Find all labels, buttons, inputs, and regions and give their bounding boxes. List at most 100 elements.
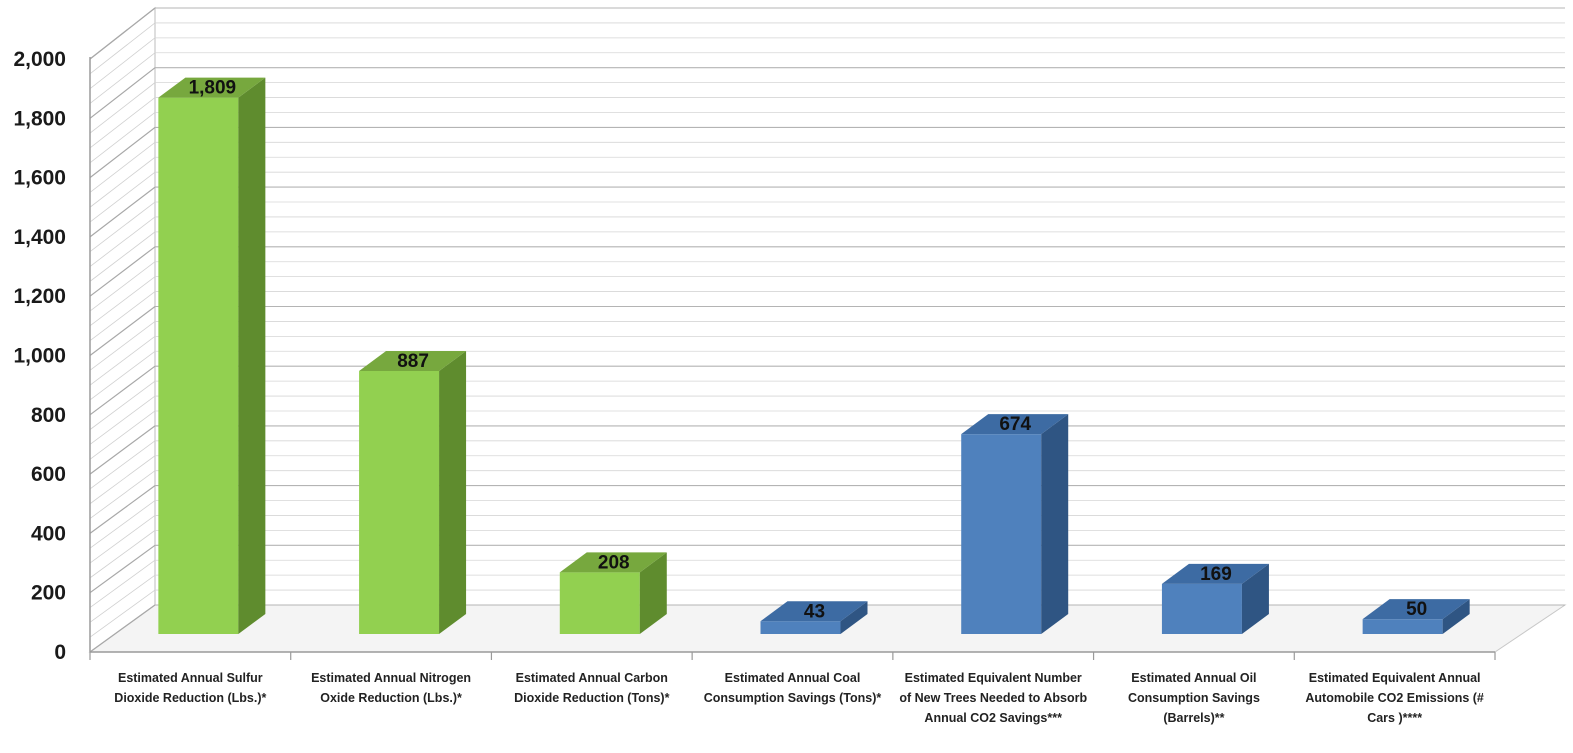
- gridline-depth: [89, 380, 156, 430]
- bar-top: [961, 414, 1069, 435]
- bar-top: [1362, 599, 1470, 620]
- gridline-depth: [89, 500, 156, 549]
- gridline-depth: [89, 589, 156, 638]
- gridline-depth: [89, 604, 156, 653]
- bars: [158, 77, 1470, 635]
- gridline-depth: [89, 201, 156, 253]
- x-tick-label: Estimated Annual Carbon Dioxide Reductio…: [514, 671, 670, 705]
- bar-top: [559, 552, 667, 573]
- gridline-depth: [89, 530, 156, 579]
- gridline-depth: [89, 37, 156, 89]
- y-tick-label: 1,000: [13, 345, 66, 368]
- gridline-depth: [89, 7, 156, 60]
- gridline-depth: [89, 231, 156, 282]
- bar: [1362, 599, 1470, 634]
- side-wall: [89, 6, 156, 654]
- x-tick-label: Estimated Equivalent Number of New Trees…: [899, 671, 1088, 725]
- bar-side: [1241, 563, 1269, 634]
- gridline-depth: [89, 97, 156, 149]
- y-tick-label: 200: [31, 582, 66, 605]
- gridline-depth: [89, 216, 156, 267]
- y-tick-label: 1,600: [13, 167, 66, 190]
- y-tick-label: 400: [31, 522, 66, 545]
- bar-front: [1161, 583, 1242, 634]
- gridline-depth: [89, 365, 156, 416]
- bar-top: [158, 77, 266, 98]
- bar: [359, 351, 467, 634]
- x-tick-label: Estimated Equivalent Annual Automobile C…: [1305, 671, 1484, 725]
- data-label: 1,809: [189, 78, 237, 99]
- x-tick-label: Estimated Annual Oil Consumption Savings…: [1127, 671, 1260, 725]
- y-tick-label: 800: [31, 404, 66, 427]
- gridline-depth: [89, 112, 156, 164]
- bar-side: [1442, 599, 1470, 634]
- gridline-depth: [89, 22, 156, 75]
- axes: [89, 57, 1496, 660]
- chart-walls: [88, 6, 1567, 654]
- bar-front: [961, 434, 1042, 634]
- gridlines: [89, 7, 1565, 653]
- data-label: 887: [397, 351, 429, 372]
- bar: [1161, 563, 1269, 634]
- bar-front: [760, 621, 841, 634]
- gridline-depth: [89, 142, 156, 193]
- y-tick-label: 2,000: [13, 48, 66, 71]
- bar-top: [359, 351, 467, 372]
- gridline-depth: [89, 425, 156, 475]
- bar: [559, 552, 667, 634]
- gridline-depth: [89, 67, 156, 119]
- bar-top: [1161, 563, 1269, 584]
- y-tick-label: 0: [54, 641, 66, 664]
- bar-side: [238, 77, 266, 635]
- y-tick-label: 1,200: [13, 285, 66, 308]
- x-tick-label: Estimated Annual Nitrogen Oxide Reductio…: [311, 671, 472, 705]
- bar-front: [1362, 619, 1443, 634]
- data-label: 674: [999, 414, 1031, 435]
- gridline-depth: [89, 440, 156, 490]
- gridline-depth: [89, 515, 156, 564]
- y-tick-label: 1,400: [13, 226, 66, 249]
- data-label: 43: [804, 601, 825, 622]
- data-label: 50: [1406, 599, 1427, 620]
- gridline-depth: [89, 544, 156, 594]
- gridline-depth: [89, 470, 156, 519]
- bar-front: [158, 97, 239, 635]
- y-tick-label: 600: [31, 463, 66, 486]
- gridline-depth: [89, 321, 156, 371]
- gridline-depth: [89, 336, 156, 386]
- gridline-depth: [89, 350, 156, 401]
- bar: [961, 414, 1069, 634]
- bar-side: [1041, 414, 1069, 634]
- gridline-depth: [89, 82, 156, 134]
- bar: [760, 601, 868, 634]
- gridline-depth: [89, 186, 156, 238]
- y-axis-ticks: 0 200 400 600 800 1,000 1,200 1,400 1,600 1,800 2,…: [13, 48, 66, 664]
- gridline-depth: [89, 395, 156, 445]
- bar-top: [760, 601, 868, 622]
- gridline-depth: [89, 246, 156, 297]
- bar: [158, 77, 266, 635]
- gridline-depth: [89, 485, 156, 534]
- gridline-depth: [89, 306, 156, 356]
- gridline-depth: [89, 156, 156, 208]
- gridline-depth: [89, 559, 156, 608]
- bar-side: [639, 552, 667, 634]
- bar-side: [439, 351, 467, 634]
- data-label: 169: [1200, 564, 1232, 585]
- x-tick-label: Estimated Annual Coal Consumption Saving…: [703, 671, 882, 705]
- x-tick-label: Estimated Annual Sulfur Dioxide Reductio…: [114, 671, 267, 705]
- gridline-depth: [89, 410, 156, 460]
- gridline-depth: [89, 291, 156, 341]
- bar-front: [559, 572, 640, 634]
- data-label: 208: [598, 552, 630, 573]
- gridline-depth: [89, 574, 156, 623]
- y-tick-label: 1,800: [13, 107, 66, 130]
- bar-front: [359, 371, 440, 634]
- gridline-depth: [89, 455, 156, 505]
- bar-side: [840, 601, 868, 634]
- gridline-depth: [89, 126, 156, 179]
- gridline-depth: [89, 52, 156, 104]
- gridline-depth: [89, 276, 156, 327]
- gridline-depth: [89, 261, 156, 312]
